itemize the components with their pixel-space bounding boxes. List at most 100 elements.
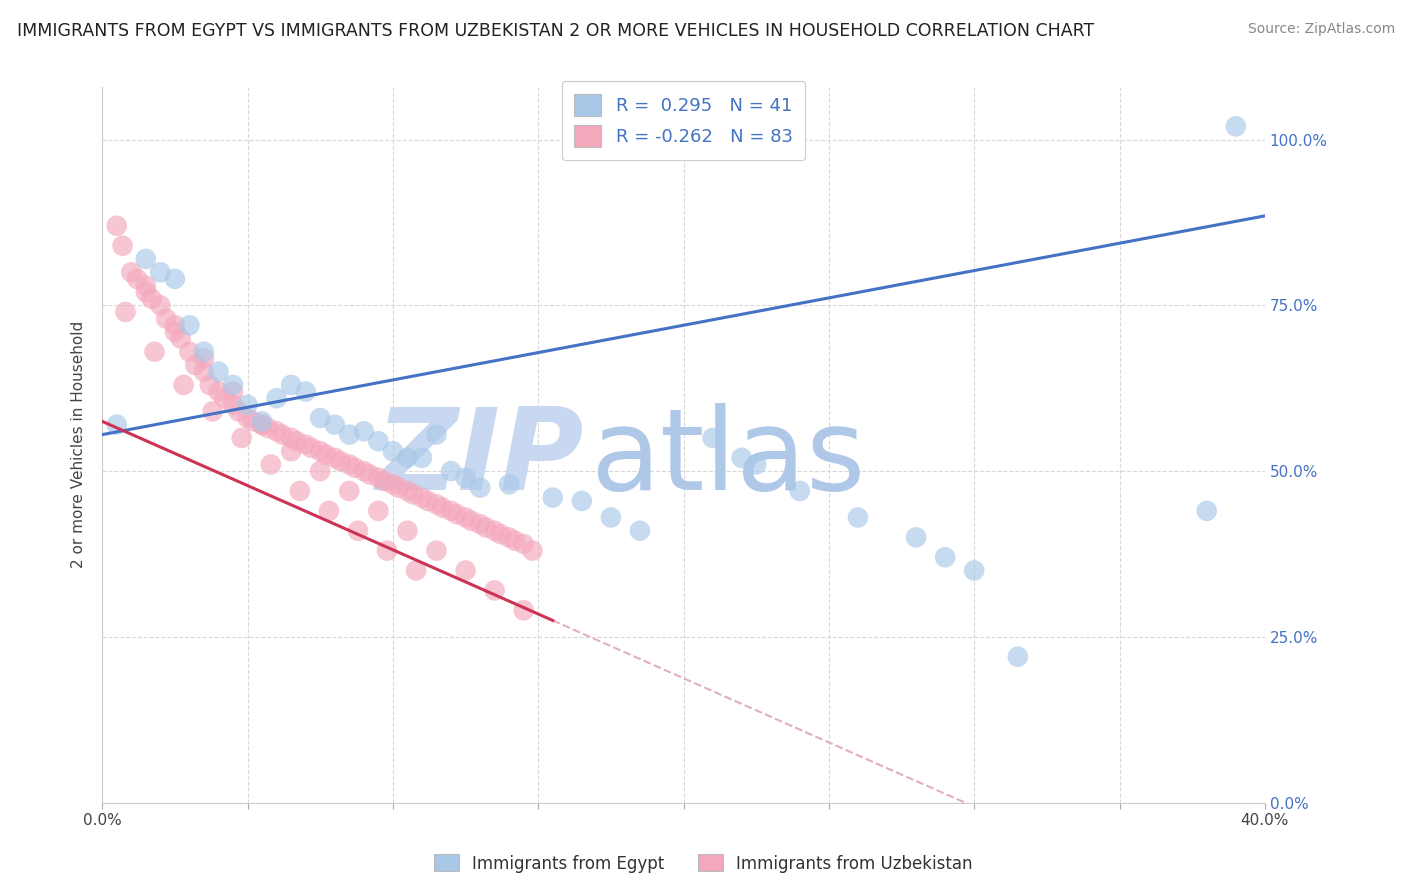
Point [105,219,128,233]
Point [323,450,346,465]
Point [260,458,283,472]
Point [489,527,512,541]
Point [522,543,544,558]
Point [193,365,215,379]
Point [347,524,370,538]
Point [228,404,250,418]
Point [250,414,273,428]
Point [193,351,215,366]
Text: atlas: atlas [591,403,866,515]
Point [309,464,332,478]
Point [396,524,419,538]
Point [170,331,193,345]
Point [1225,120,1247,134]
Point [789,483,811,498]
Text: IMMIGRANTS FROM EGYPT VS IMMIGRANTS FROM UZBEKISTAN 2 OR MORE VEHICLES IN HOUSEH: IMMIGRANTS FROM EGYPT VS IMMIGRANTS FROM… [17,22,1094,40]
Point [367,504,389,518]
Point [484,583,506,598]
Point [599,510,621,524]
Point [173,378,195,392]
Point [318,504,340,518]
Point [512,603,534,617]
Point [201,404,224,418]
Point [266,425,288,439]
Point [135,285,157,299]
Point [329,454,352,468]
Point [411,450,433,465]
Point [446,507,468,521]
Point [323,417,346,432]
Point [484,524,506,538]
Point [198,378,221,392]
Point [468,517,491,532]
Point [425,427,447,442]
Point [179,318,201,333]
Point [294,384,316,399]
Point [163,272,186,286]
Point [512,537,534,551]
Point [367,471,389,485]
Point [745,458,768,472]
Point [250,417,273,432]
Point [411,491,433,505]
Point [222,384,245,399]
Point [207,365,229,379]
Point [337,427,360,442]
Text: Source: ZipAtlas.com: Source: ZipAtlas.com [1247,22,1395,37]
Y-axis label: 2 or more Vehicles in Household: 2 or more Vehicles in Household [72,321,86,568]
Point [359,467,381,482]
Point [571,494,593,508]
Point [454,471,477,485]
Point [402,487,425,501]
Point [280,378,302,392]
Point [231,431,253,445]
Point [396,450,419,465]
Point [963,564,986,578]
Point [425,497,447,511]
Point [149,265,172,279]
Point [280,444,302,458]
Point [149,298,172,312]
Point [143,344,166,359]
Point [375,543,398,558]
Point [405,564,427,578]
Point [337,458,360,472]
Point [541,491,564,505]
Point [163,325,186,339]
Text: ZIP: ZIP [377,403,585,515]
Point [266,391,288,405]
Point [242,414,264,428]
Point [344,460,367,475]
Point [475,520,498,534]
Point [367,434,389,449]
Point [309,444,332,458]
Point [440,504,463,518]
Point [454,510,477,524]
Point [353,425,375,439]
Point [114,305,136,319]
Point [280,431,302,445]
Point [222,398,245,412]
Point [105,417,128,432]
Point [1007,649,1029,664]
Point [120,265,142,279]
Legend: Immigrants from Egypt, Immigrants from Uzbekistan: Immigrants from Egypt, Immigrants from U… [427,847,979,880]
Point [1195,504,1218,518]
Point [288,483,311,498]
Point [731,450,754,465]
Point [257,421,280,435]
Point [934,550,956,565]
Point [184,358,207,372]
Point [214,391,236,405]
Point [468,481,491,495]
Point [135,278,157,293]
Point [294,437,316,451]
Point [388,481,411,495]
Point [396,483,419,498]
Point [309,411,332,425]
Point [628,524,651,538]
Legend: R =  0.295   N = 41, R = -0.262   N = 83: R = 0.295 N = 41, R = -0.262 N = 83 [561,81,806,160]
Point [373,474,395,488]
Point [163,318,186,333]
Point [498,477,520,491]
